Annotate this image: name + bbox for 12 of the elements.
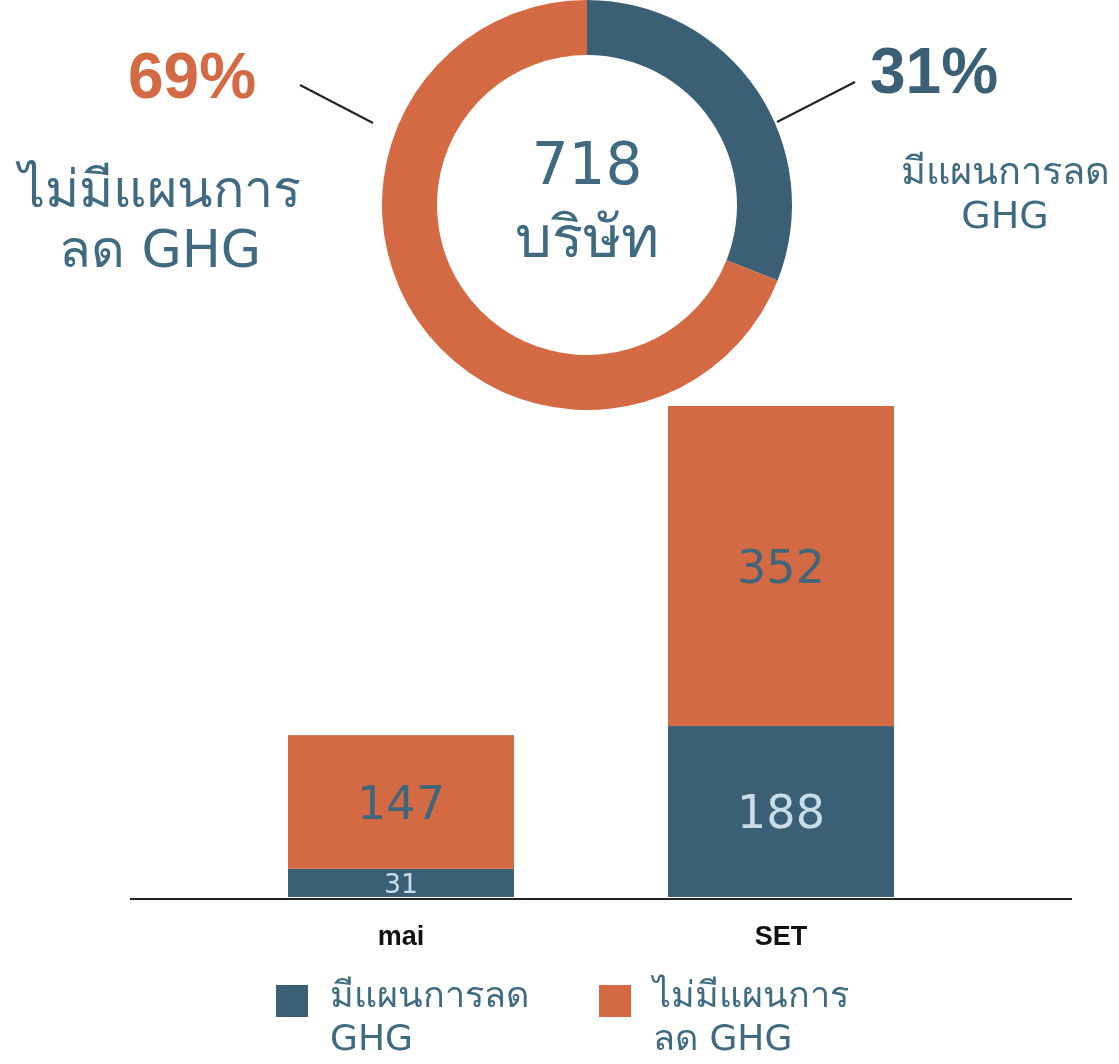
data-label: 31% <box>870 35 999 109</box>
data-label: 31 <box>383 867 419 899</box>
slice-label: ไม่มีแผนการลด GHG <box>14 159 302 280</box>
data-label: 69% <box>128 40 257 114</box>
x-tick-label: mai <box>377 921 425 951</box>
text: 718 บริษัท <box>514 129 660 273</box>
data-label: 147 <box>357 775 445 830</box>
x-tick-label: SET <box>754 921 808 951</box>
data-label: 188 <box>737 785 825 840</box>
legend-label: มีแผนการลด GHG <box>330 973 530 1060</box>
slice-label: มีแผนการลด GHG <box>899 149 1111 238</box>
data-label: 352 <box>737 539 825 594</box>
